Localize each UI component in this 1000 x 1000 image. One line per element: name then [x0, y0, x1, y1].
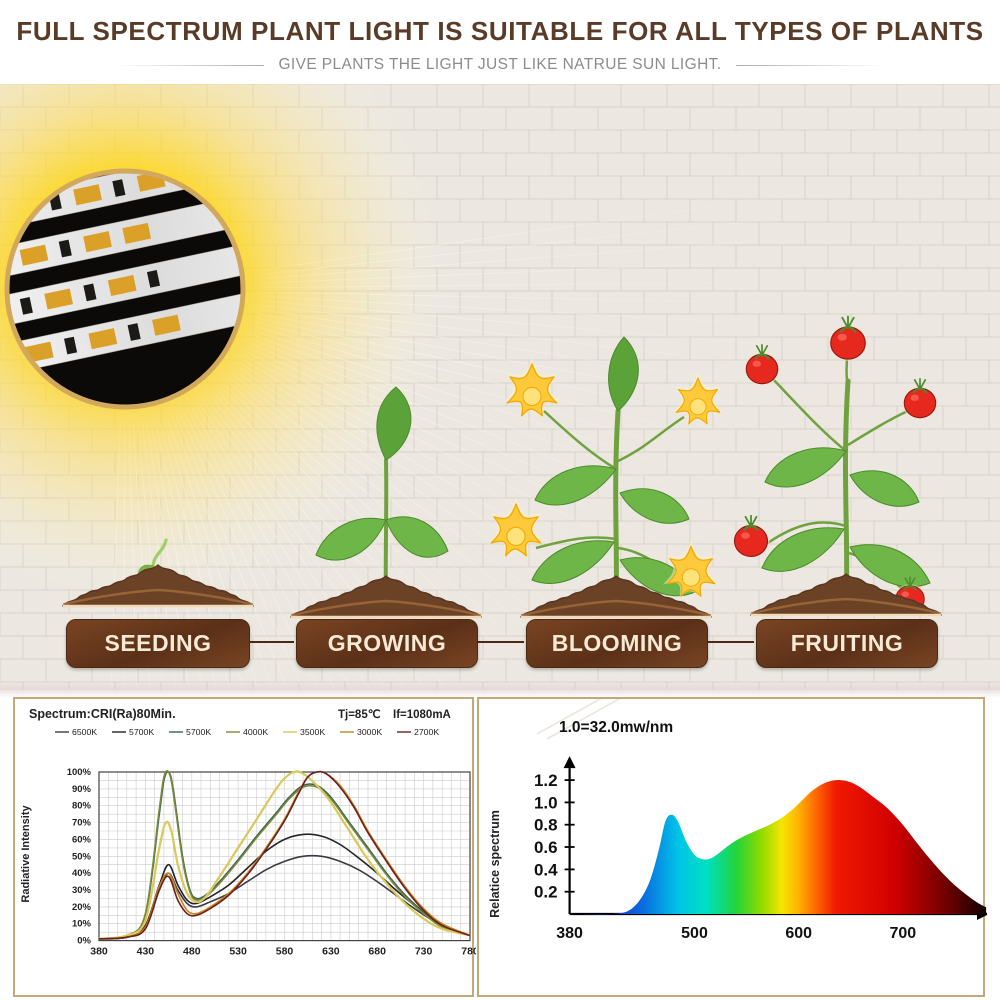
svg-text:0.8: 0.8	[534, 816, 558, 835]
svg-text:6500K: 6500K	[72, 727, 97, 737]
svg-text:600: 600	[785, 925, 812, 942]
svg-text:1.0: 1.0	[534, 793, 558, 812]
svg-text:0.6: 0.6	[534, 838, 558, 857]
svg-text:630: 630	[322, 946, 340, 958]
svg-text:380: 380	[90, 946, 108, 958]
svg-text:5700K: 5700K	[129, 727, 154, 737]
svg-text:Radiative Intensity: Radiative Intensity	[20, 805, 32, 903]
svg-text:If=1080mA: If=1080mA	[393, 709, 451, 721]
svg-text:1.0=32.0mw/nm: 1.0=32.0mw/nm	[559, 719, 673, 736]
svg-text:0.2: 0.2	[534, 883, 558, 902]
svg-text:40%: 40%	[72, 868, 92, 879]
svg-text:500: 500	[681, 925, 708, 942]
svg-text:380: 380	[556, 925, 583, 942]
svg-text:3500K: 3500K	[300, 727, 325, 737]
svg-text:20%: 20%	[72, 902, 92, 913]
svg-text:10%: 10%	[72, 919, 92, 930]
svg-text:70%: 70%	[72, 818, 92, 829]
svg-text:Tj=85℃: Tj=85℃	[338, 708, 381, 721]
svg-text:3000K: 3000K	[357, 727, 382, 737]
svg-text:4000K: 4000K	[243, 727, 268, 737]
svg-text:5700K: 5700K	[186, 727, 211, 737]
svg-text:680: 680	[368, 946, 386, 958]
svg-text:730: 730	[415, 946, 433, 958]
svg-text:Spectrum:CRI(Ra)80Min.: Spectrum:CRI(Ra)80Min.	[29, 707, 176, 721]
svg-text:430: 430	[137, 946, 155, 958]
svg-text:0.4: 0.4	[534, 860, 558, 879]
svg-text:780: 780	[461, 946, 476, 958]
svg-text:580: 580	[276, 946, 294, 958]
svg-text:1.2: 1.2	[534, 771, 558, 790]
svg-text:480: 480	[183, 946, 201, 958]
svg-text:80%: 80%	[72, 801, 92, 812]
svg-text:90%: 90%	[72, 784, 92, 795]
svg-text:2700K: 2700K	[414, 727, 439, 737]
svg-text:530: 530	[229, 946, 247, 958]
svg-text:100%: 100%	[67, 767, 92, 778]
svg-text:30%: 30%	[72, 885, 92, 896]
svg-text:0%: 0%	[77, 936, 91, 947]
svg-text:Relatice spectrum: Relatice spectrum	[488, 810, 502, 918]
svg-text:60%: 60%	[72, 834, 92, 845]
svg-text:700: 700	[889, 925, 916, 942]
svg-text:50%: 50%	[72, 851, 92, 862]
